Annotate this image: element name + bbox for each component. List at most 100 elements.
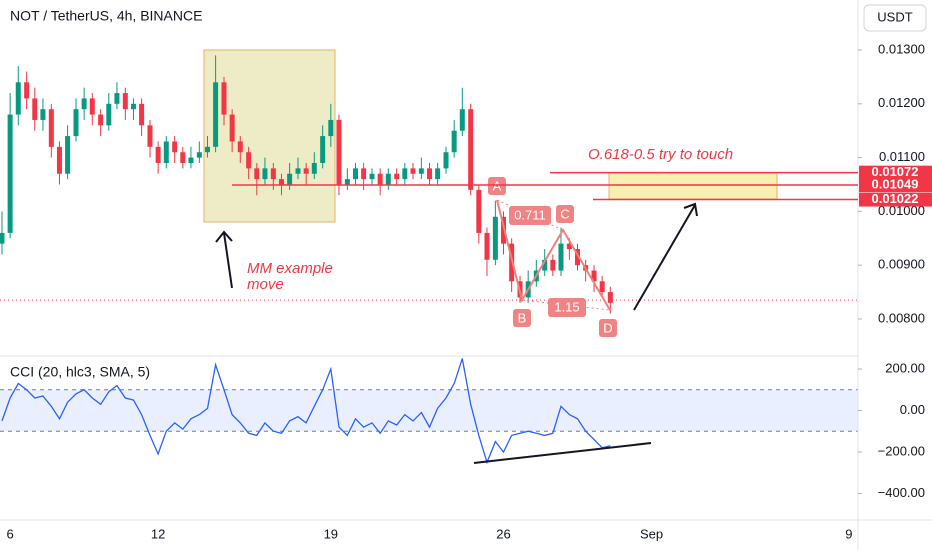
candle-body [377, 173, 383, 185]
x-tick-label: 6 [6, 526, 13, 541]
candle-body [213, 82, 219, 147]
level-label: 0.01022 [872, 191, 919, 206]
candle-body [336, 119, 342, 185]
candle-body [575, 249, 581, 266]
candle-body [303, 168, 309, 174]
pattern-point: C [560, 206, 569, 221]
candle-body [468, 109, 474, 190]
x-tick-label: 19 [324, 526, 338, 541]
chart-title: NOT / TetherUS, 4h, BINANCE [10, 8, 202, 24]
candle-body [320, 136, 326, 163]
candle-body [492, 216, 498, 260]
level-label-bg [859, 192, 932, 207]
candle-body [410, 168, 416, 174]
candle-body [237, 141, 243, 153]
y-tick-label: 0.01000 [878, 203, 925, 218]
candle-body [130, 103, 136, 110]
candle-body [98, 114, 104, 126]
ratio-box [548, 298, 586, 317]
pattern-line [496, 199, 611, 311]
candle-body [81, 98, 87, 110]
candle-body [139, 103, 145, 126]
candle-body [501, 216, 507, 244]
candle-body [155, 146, 161, 163]
candle-body [262, 168, 268, 180]
annotation: MM example [247, 260, 333, 277]
candle-body [476, 189, 482, 233]
candle-body [40, 109, 46, 120]
candle-body [270, 168, 276, 180]
candle-body [328, 119, 334, 137]
candle-body [106, 103, 112, 126]
y-tick-label: 0.00900 [878, 257, 925, 272]
candle-body [542, 259, 548, 271]
candle-body [599, 281, 605, 293]
pattern-ratio: 0.711 [514, 207, 546, 222]
candle-body [558, 243, 564, 271]
candle-body [361, 168, 367, 180]
y-tick-label: 200.00 [885, 360, 925, 375]
candle-body [0, 232, 5, 244]
pattern-box [556, 205, 574, 223]
candle-body [566, 243, 572, 250]
y-tick-label: −200.00 [878, 443, 925, 458]
candle-body [287, 173, 293, 185]
candle-body [147, 125, 153, 147]
arrow [633, 202, 698, 311]
candle-body [591, 270, 597, 282]
pattern-box [599, 319, 617, 337]
pattern-point: D [603, 320, 612, 335]
level-label-bg [859, 178, 932, 193]
candle-body [344, 179, 350, 185]
target-box [608, 172, 778, 200]
x-tick-label: 26 [496, 526, 510, 541]
candle-body [435, 168, 441, 180]
currency-label: USDT [877, 9, 912, 24]
pattern-ratio: 1.15 [554, 299, 579, 314]
candle-body [352, 168, 358, 180]
cci-line [1, 358, 611, 465]
ratio-box [509, 206, 551, 225]
pattern-point: A [493, 178, 502, 193]
pattern-box [513, 309, 531, 327]
trend-line [473, 442, 652, 464]
x-tick-label: 12 [151, 526, 165, 541]
candle-body [7, 114, 13, 233]
example-box [203, 49, 336, 223]
candle-body [221, 82, 227, 115]
candle-body [89, 98, 95, 115]
candle-body [196, 152, 202, 158]
candle-body [295, 168, 301, 174]
candle-body [73, 109, 79, 137]
currency-button[interactable] [863, 4, 927, 32]
candle-body [65, 136, 71, 174]
y-tick-label: −400.00 [878, 485, 925, 500]
y-tick-label: 0.00800 [878, 310, 925, 325]
y-tick-label: 0.00 [900, 402, 925, 417]
x-tick-label: Sep [640, 526, 663, 541]
level-label: 0.01072 [872, 164, 919, 179]
candle-body [15, 82, 21, 115]
candle-body [484, 232, 490, 260]
annotation: O.618-0.5 try to touch [588, 146, 733, 163]
candle-body [246, 152, 252, 169]
candle-body [385, 173, 391, 185]
candle-body [369, 173, 375, 180]
annotation: move [247, 276, 284, 293]
plot [0, 55, 858, 465]
candle-body [278, 179, 284, 185]
pattern-box [488, 177, 506, 195]
candle-body [418, 168, 424, 174]
level-label: 0.01049 [872, 176, 919, 191]
indicator-title: CCI (20, hlc3, SMA, 5) [10, 364, 150, 380]
candle-body [254, 168, 260, 180]
candle-body [172, 141, 178, 153]
candle-body [311, 162, 317, 174]
candle-body [122, 93, 128, 110]
candle-body [188, 157, 194, 163]
candle-body [426, 168, 432, 180]
y-tick-label: 0.01200 [878, 95, 925, 110]
candle-body [402, 168, 408, 180]
y-tick-label: 0.01100 [879, 149, 925, 164]
